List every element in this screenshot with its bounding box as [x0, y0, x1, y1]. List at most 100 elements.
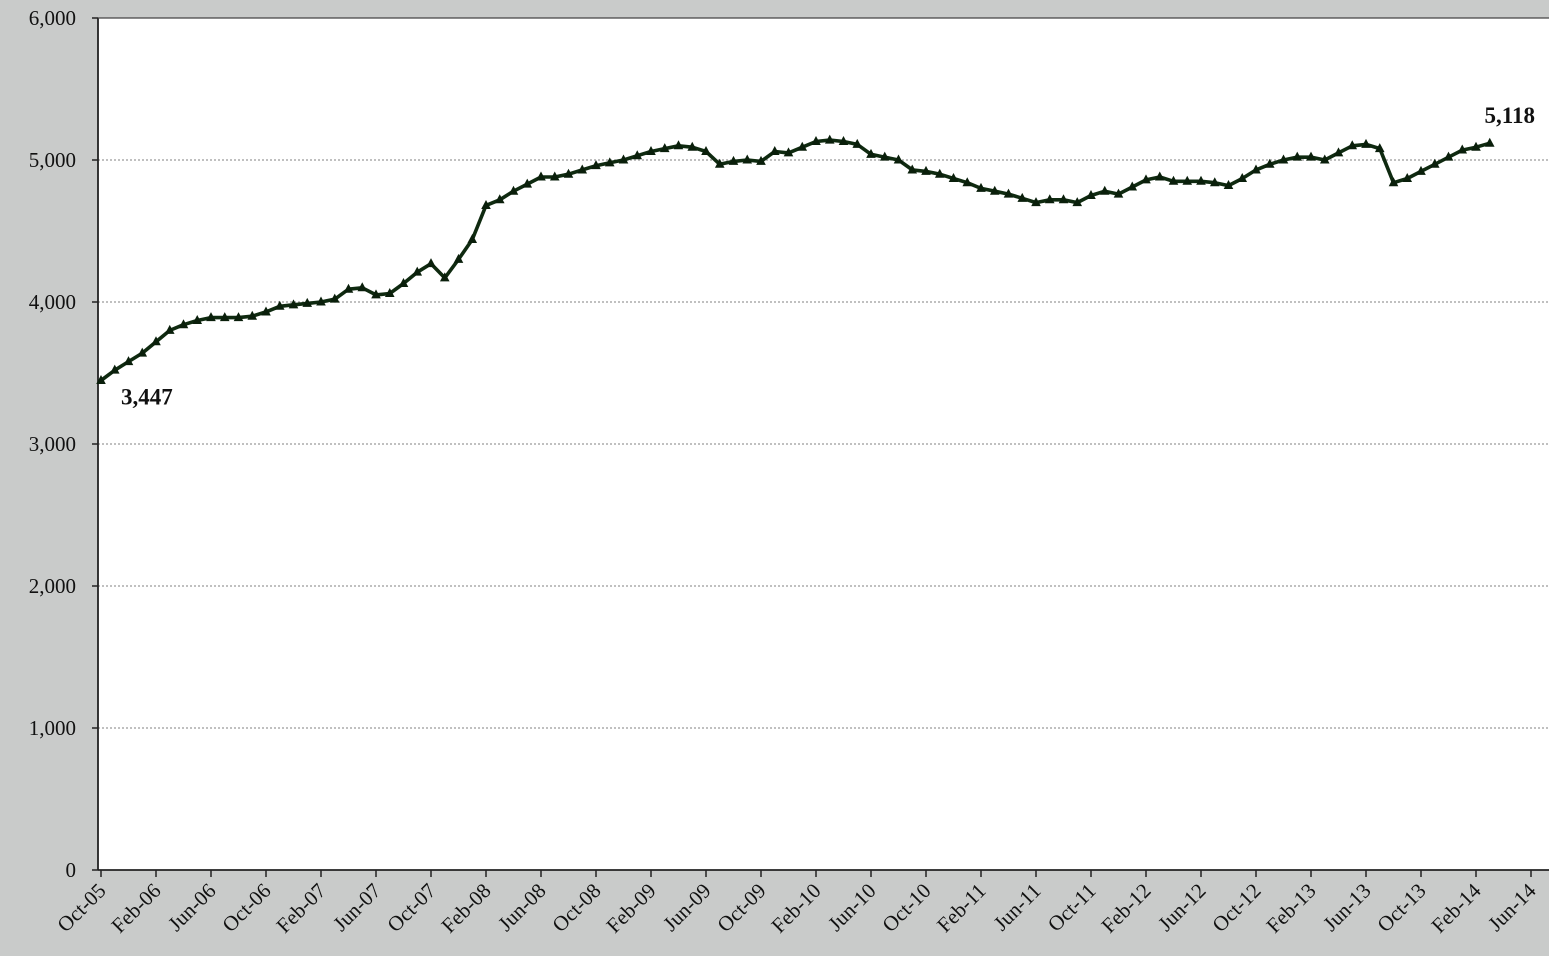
- y-tick-label: 1,000: [29, 716, 76, 740]
- data-point: [879, 151, 890, 161]
- data-point: [976, 182, 986, 192]
- data-point: [1182, 175, 1193, 185]
- data-point: [1443, 151, 1454, 161]
- data-point: [591, 160, 601, 170]
- y-tick-label: 0: [66, 858, 77, 882]
- x-tick-label: Oct-07: [382, 879, 440, 937]
- data-point: [1388, 177, 1399, 187]
- data-point: [618, 154, 629, 164]
- y-tick-label: 6,000: [29, 6, 76, 30]
- data-point: [866, 148, 876, 158]
- data-point: [687, 141, 698, 151]
- x-tick-label: Feb-11: [932, 879, 990, 937]
- data-label: 5,118: [1485, 103, 1535, 128]
- data-point: [494, 194, 505, 204]
- data-point: [1031, 197, 1041, 207]
- data-point: [151, 336, 161, 346]
- data-point: [1333, 147, 1344, 157]
- data-point: [1319, 154, 1330, 164]
- data-point: [1402, 172, 1413, 182]
- data-point: [508, 185, 519, 195]
- x-tick-label: Oct-12: [1207, 879, 1265, 937]
- data-point: [1292, 151, 1303, 161]
- data-point: [1099, 185, 1110, 195]
- data-point: [783, 147, 794, 157]
- data-point: [178, 319, 189, 329]
- data-point: [316, 296, 326, 306]
- data-point: [412, 266, 423, 276]
- data-point: [1072, 197, 1083, 207]
- x-tick-label: Feb-13: [1261, 879, 1320, 938]
- data-point: [1251, 164, 1261, 174]
- data-point: [371, 289, 381, 299]
- data-point: [1374, 143, 1385, 153]
- data-point: [274, 300, 285, 310]
- data-point: [343, 283, 354, 293]
- data-point: [549, 171, 560, 181]
- data-point: [893, 154, 904, 164]
- x-tick-label: Jun-07: [328, 879, 385, 936]
- x-tick-label: Feb-08: [436, 879, 495, 938]
- data-point: [1127, 181, 1138, 191]
- data-point: [852, 138, 863, 148]
- data-point: [989, 185, 1000, 195]
- y-tick-label: 2,000: [29, 574, 76, 598]
- x-tick-label: Feb-06: [106, 879, 165, 938]
- x-tick-label: Feb-14: [1426, 878, 1485, 937]
- data-point: [1141, 174, 1151, 184]
- data-point: [962, 177, 973, 187]
- x-tick-label: Oct-13: [1372, 879, 1430, 937]
- x-tick-label: Jun-11: [989, 879, 1046, 936]
- data-label: 3,447: [121, 385, 173, 410]
- data-point: [1416, 165, 1426, 175]
- data-point: [563, 168, 574, 178]
- data-point: [1223, 180, 1234, 190]
- x-tick-label: Oct-11: [1043, 879, 1101, 937]
- x-tick-label: Jun-12: [1153, 879, 1210, 936]
- data-point: [1154, 171, 1165, 181]
- data-point: [673, 140, 684, 150]
- data-point: [1429, 158, 1440, 168]
- x-tick-label: Feb-07: [271, 879, 330, 938]
- data-point: [192, 314, 203, 324]
- data-point: [1237, 172, 1248, 182]
- data-point: [439, 272, 450, 282]
- data-point: [838, 136, 849, 146]
- data-point: [714, 158, 725, 168]
- x-tick-label: Oct-10: [877, 879, 935, 937]
- data-point: [123, 356, 134, 366]
- data-point: [247, 310, 258, 320]
- data-point: [206, 312, 216, 322]
- axes: [92, 17, 1549, 877]
- gridlines: [98, 159, 1549, 729]
- data-labels: 3,447 5,118: [121, 103, 1535, 409]
- x-tick-label: Oct-05: [52, 879, 110, 937]
- data-point: [1347, 140, 1358, 150]
- data-point: [1017, 192, 1028, 202]
- data-point: [1306, 151, 1316, 161]
- data-point: [1058, 194, 1069, 204]
- data-point: [329, 293, 340, 303]
- data-point: [137, 347, 148, 357]
- data-point: [934, 168, 945, 178]
- data-point: [536, 171, 546, 181]
- x-tick-label: Oct-08: [547, 879, 605, 937]
- data-point: [921, 165, 931, 175]
- data-point: [797, 141, 808, 151]
- x-tick-label: Feb-12: [1096, 879, 1155, 938]
- data-point: [288, 299, 299, 309]
- data-point: [164, 324, 175, 334]
- data-point: [756, 155, 766, 165]
- data-point: [1209, 177, 1220, 187]
- data-point: [384, 287, 395, 297]
- data-point: [948, 172, 959, 182]
- x-tick-label: Jun-09: [658, 879, 715, 936]
- data-point: [728, 155, 739, 165]
- data-point: [1278, 154, 1289, 164]
- x-tick-label: Oct-06: [217, 879, 275, 937]
- y-tick-label: 4,000: [29, 290, 76, 314]
- x-axis-tick-labels: Oct-05Feb-06Jun-06Oct-06Feb-07Jun-07Oct-…: [52, 878, 1541, 937]
- x-tick-label: Jun-10: [823, 879, 880, 936]
- data-point: [604, 157, 615, 167]
